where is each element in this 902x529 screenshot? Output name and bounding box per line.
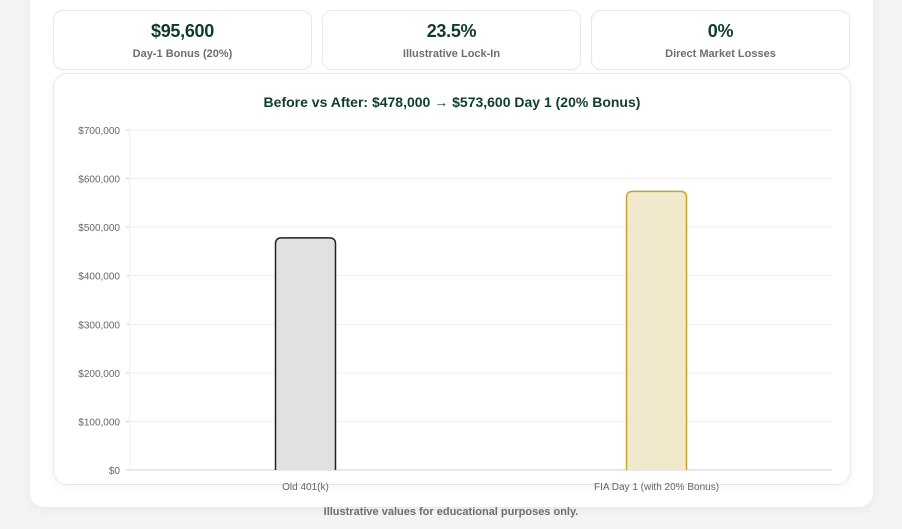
stat-label: Day-1 Bonus (20%) — [132, 48, 233, 60]
chart-title: Before vs After: $478,000 → $573,600 Day… — [264, 94, 641, 110]
stat-label: Illustrative Lock-In — [402, 48, 501, 60]
x-tick-label: FIA Day 1 (with 20% Bonus) — [594, 482, 719, 493]
y-tick-label: $700,000 — [78, 126, 120, 137]
stat-card-lockin: 23.5% Illustrative Lock-In — [322, 10, 581, 70]
y-tick-label: $400,000 — [78, 272, 120, 283]
stat-card-losses: 0% Direct Market Losses — [591, 10, 850, 70]
y-tick-label: $600,000 — [78, 175, 120, 186]
bar-chart: Before vs After: $478,000 → $573,600 Day… — [78, 94, 832, 493]
stat-card-bonus: $95,600 Day-1 Bonus (20%) — [53, 10, 312, 70]
stat-value: $95,600 — [151, 21, 214, 41]
stat-label: Direct Market Losses — [665, 48, 776, 60]
bar-0 — [274, 237, 337, 470]
x-tick-label: Old 401(k) — [282, 482, 329, 493]
y-tick-label: $500,000 — [78, 223, 120, 234]
stat-value: 0% — [707, 21, 734, 41]
footer-note: Illustrative values for educational purp… — [323, 506, 579, 518]
bar-1 — [625, 190, 688, 470]
stat-value: 23.5% — [426, 21, 477, 41]
chart-card — [53, 73, 851, 485]
y-tick-label: $100,000 — [78, 417, 120, 428]
y-tick-label: $300,000 — [78, 320, 120, 331]
y-tick-label: $200,000 — [78, 369, 120, 380]
y-tick-label: $0 — [109, 466, 121, 477]
